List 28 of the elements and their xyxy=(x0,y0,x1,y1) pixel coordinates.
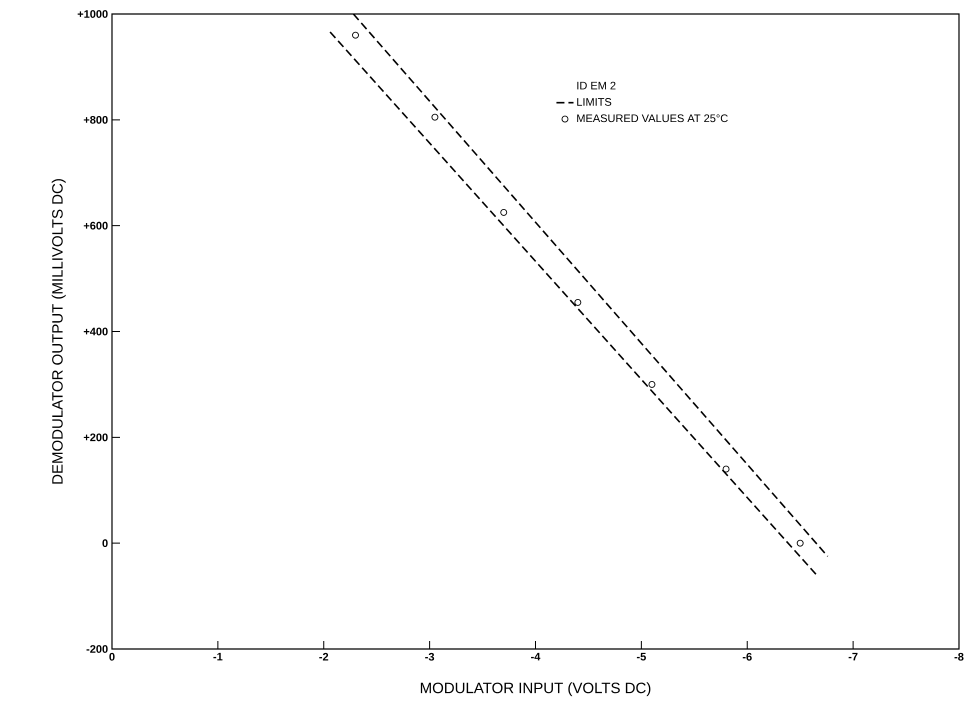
legend-label: MEASURED VALUES AT 25°C xyxy=(577,114,728,122)
y-tick-label: -200 xyxy=(86,645,108,653)
legend-label: LIMITS xyxy=(577,98,612,106)
point xyxy=(722,466,730,473)
point xyxy=(352,32,359,39)
x-tick-label: -6 xyxy=(742,652,752,661)
point xyxy=(431,114,438,121)
x-tick-label: -2 xyxy=(319,652,328,661)
x-axis-title: MODULATOR INPUT (VOLTS DC) xyxy=(420,682,650,696)
y-tick-label: +1000 xyxy=(78,10,108,18)
y-tick-label: +400 xyxy=(84,328,108,336)
y-tick-label: +600 xyxy=(84,222,108,230)
y-tick-label: 0 xyxy=(102,539,108,548)
legend-title: ID EM 2 xyxy=(577,82,616,90)
point xyxy=(796,540,804,547)
x-tick-label: -7 xyxy=(848,652,858,660)
y-tick-label: +800 xyxy=(84,116,108,124)
x-tick-label: -4 xyxy=(531,652,540,660)
point xyxy=(648,380,656,388)
point xyxy=(500,208,508,216)
x-tick-label: 0 xyxy=(109,652,115,661)
x-tick-label: -1 xyxy=(213,652,222,660)
point xyxy=(574,298,582,306)
x-tick-label: -5 xyxy=(636,652,646,661)
y-axis-title: DEMODULATOR OUTPUT (MILLIVOLTS DC) xyxy=(52,179,66,484)
x-tick-label: -3 xyxy=(425,652,434,661)
y-tick-label: +200 xyxy=(84,433,108,442)
x-tick-label: -8 xyxy=(954,652,964,661)
